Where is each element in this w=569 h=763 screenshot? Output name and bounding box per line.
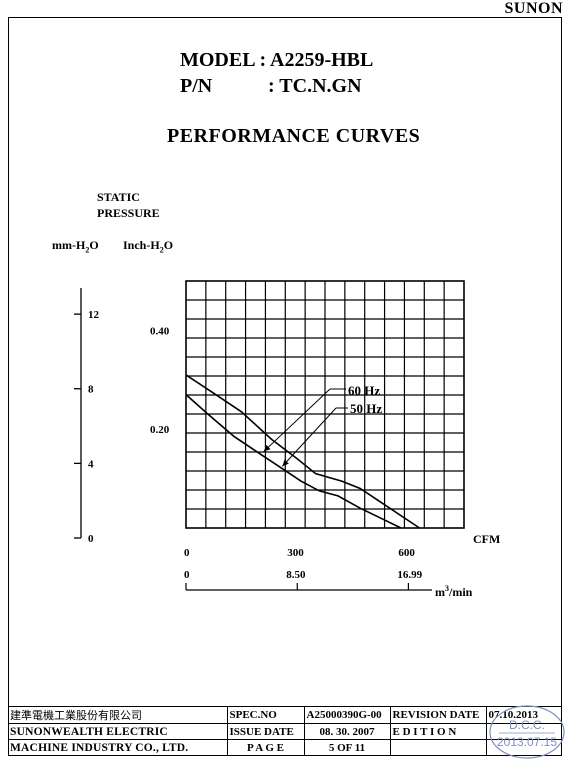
y-mm-tick-label: 8 — [88, 384, 94, 396]
cfm-tick-labels: 0 300 600 — [184, 547, 415, 559]
curve-60hz — [185, 374, 420, 529]
edition-label: E D I T I O N — [389, 723, 487, 740]
issue-date-label: ISSUE DATE — [226, 723, 305, 740]
x-cfm-tick-label: 0 — [184, 547, 190, 559]
dcc-stamp: D.C.C. 2013.07.15 — [489, 705, 565, 759]
performance-chart: 12 8 4 0 0.40 0.20 60 Hz 50 Hz 0 300 600 0 8.50 1… — [74, 280, 465, 591]
series-label: 60 Hz — [348, 383, 380, 398]
y-inch-tick-label: 0.20 — [150, 424, 170, 436]
company-cn: 建準電機工業股份有限公司 — [8, 706, 228, 724]
brand-name: SUNON — [504, 0, 563, 17]
callout-leader — [263, 388, 331, 452]
y-mm-tick-label: 4 — [88, 458, 94, 470]
curves — [185, 374, 420, 529]
spec-no-label: SPEC.NO — [226, 706, 305, 724]
y-axis-label-line2: PRESSURE — [97, 206, 160, 220]
x-m3-tick-label: 8.50 — [286, 569, 306, 581]
spec-no-value: A25000390G-00 — [303, 706, 391, 724]
y-mm-tick-label: 0 — [88, 533, 94, 545]
page-frame — [8, 17, 562, 756]
x-axis-m3-label: m3/min — [435, 584, 473, 599]
m3-axis: 0 8.50 16.99 — [184, 569, 432, 591]
curve-50hz — [185, 394, 402, 529]
footer-table: 建準電機工業股份有限公司 SPEC.NO A25000390G-00 REVIS… — [8, 706, 562, 756]
empty-cell — [485, 739, 562, 756]
y-inch-tick-label: 0.40 — [150, 325, 170, 337]
series-label: 50 Hz — [350, 401, 382, 416]
chart-title: PERFORMANCE CURVES — [167, 125, 421, 147]
inch-tick-labels: 0.40 0.20 — [150, 325, 170, 436]
curve-callouts: 60 Hz 50 Hz — [263, 383, 382, 467]
x-cfm-tick-label: 300 — [287, 547, 304, 559]
pn-label: P/N — [180, 75, 213, 97]
company-en-line2: MACHINE INDUSTRY CO., LTD. — [8, 739, 228, 756]
x-m3-tick-label: 0 — [184, 569, 190, 581]
x-m3-tick-label: 16.99 — [397, 569, 422, 581]
mm-axis: 12 8 4 0 — [74, 288, 100, 545]
y-axis-label-line1: STATIC — [97, 190, 140, 204]
issue-date-value: 08. 30. 2007 — [303, 723, 391, 740]
model-line: MODEL : A2259-HBL — [180, 49, 374, 71]
stamp-line1: D.C.C. — [509, 718, 545, 732]
page-value: 5 OF 11 — [303, 739, 391, 756]
y-mm-tick-label: 12 — [88, 309, 100, 321]
x-cfm-tick-label: 600 — [398, 547, 415, 559]
empty-cell — [389, 739, 487, 756]
x-axis-cfm-label: CFM — [473, 532, 501, 546]
company-en-line1: SUNONWEALTH ELECTRIC — [8, 723, 228, 740]
revision-date-label: REVISION DATE — [389, 706, 487, 724]
pn-value: : TC.N.GN — [268, 75, 362, 97]
stamp-line2: 2013.07.15 — [497, 735, 557, 749]
callout-leader — [282, 407, 337, 467]
chart-grid — [185, 280, 465, 529]
callout-arrowhead — [282, 459, 289, 467]
y-unit-mm: mm-H2O — [52, 238, 99, 255]
y-unit-inch: Inch-H2O — [123, 238, 174, 255]
page-label: P A G E — [226, 739, 305, 756]
callout-arrowhead — [263, 444, 271, 452]
